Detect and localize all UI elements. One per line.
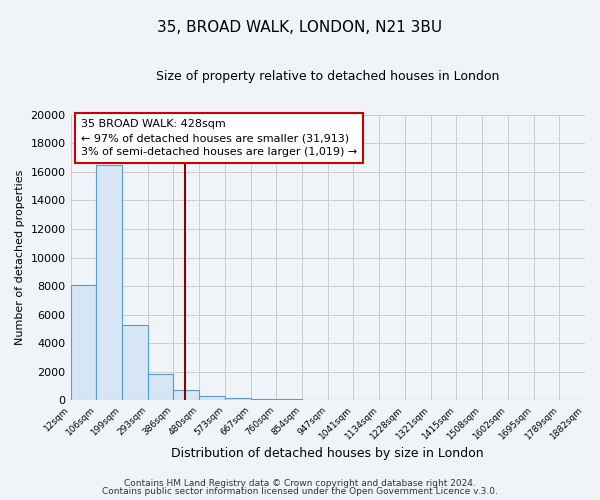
- X-axis label: Distribution of detached houses by size in London: Distribution of detached houses by size …: [172, 447, 484, 460]
- Y-axis label: Number of detached properties: Number of detached properties: [15, 170, 25, 346]
- Bar: [251, 399, 277, 400]
- Text: 35, BROAD WALK, LONDON, N21 3BU: 35, BROAD WALK, LONDON, N21 3BU: [157, 20, 443, 35]
- Bar: [96, 164, 122, 400]
- Text: Contains public sector information licensed under the Open Government Licence v.: Contains public sector information licen…: [102, 487, 498, 496]
- Bar: [71, 284, 96, 401]
- Text: Contains HM Land Registry data © Crown copyright and database right 2024.: Contains HM Land Registry data © Crown c…: [124, 478, 476, 488]
- Title: Size of property relative to detached houses in London: Size of property relative to detached ho…: [156, 70, 499, 83]
- Bar: [148, 374, 173, 400]
- Text: 35 BROAD WALK: 428sqm
← 97% of detached houses are smaller (31,913)
3% of semi-d: 35 BROAD WALK: 428sqm ← 97% of detached …: [81, 119, 357, 157]
- Bar: [173, 390, 199, 400]
- Bar: [225, 398, 251, 400]
- Bar: [199, 396, 225, 400]
- Bar: [122, 324, 148, 400]
- Bar: [277, 399, 302, 400]
